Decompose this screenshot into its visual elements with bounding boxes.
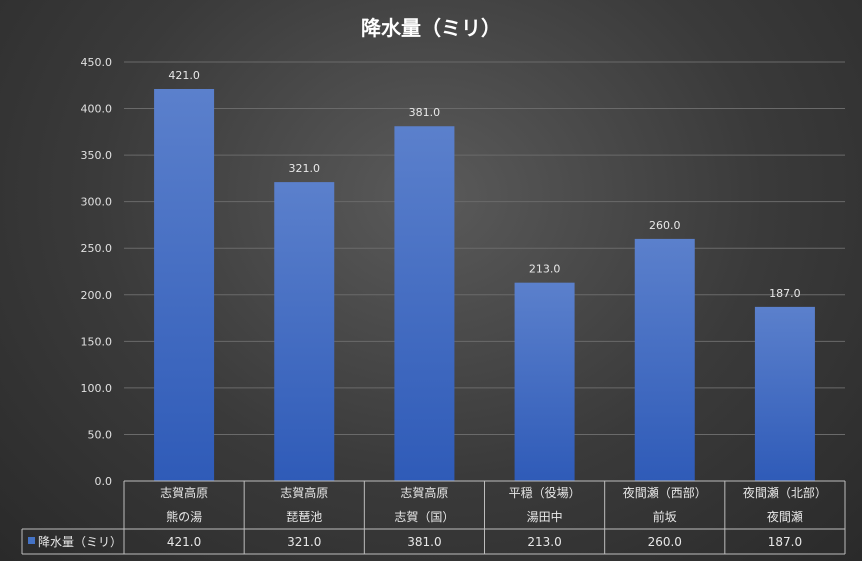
bar [754,306,815,481]
data-label: 421.0 [168,69,200,82]
y-tick-label: 150.0 [81,335,113,348]
data-label: 187.0 [769,287,801,300]
category-label: 志賀高原 [400,485,448,500]
y-tick-label: 0.0 [95,475,113,488]
bar [634,238,695,481]
table-value: 260.0 [648,535,682,549]
y-tick-label: 200.0 [81,289,113,302]
category-label: 志賀高原 [280,485,328,500]
category-label: 湯田中 [527,509,563,524]
category-label: 夜間瀬（北部） [743,485,827,500]
category-label: 平穏（役場） [509,485,581,500]
data-label: 260.0 [649,219,681,232]
y-tick-label: 100.0 [81,382,113,395]
bar [394,126,455,481]
bar [514,282,575,481]
category-label: 琵琶池 [286,510,322,524]
category-label: 志賀高原 [160,485,208,500]
table-value: 321.0 [287,535,321,549]
legend-series-name: 降水量（ミリ） [38,535,122,549]
table-value: 381.0 [407,535,441,549]
category-label: 夜間瀬（西部） [623,485,707,500]
data-label: 213.0 [529,263,561,276]
category-label: 志賀（国） [394,510,454,524]
table-value: 421.0 [167,535,201,549]
y-tick-label: 300.0 [81,196,113,209]
y-tick-label: 50.0 [88,428,113,441]
table-value: 213.0 [527,535,561,549]
y-tick-label: 450.0 [81,56,113,69]
bar [154,89,215,481]
chart-title: 降水量（ミリ） [361,16,501,40]
category-label: 夜間瀬 [767,509,803,524]
bar [274,182,335,481]
y-tick-label: 350.0 [81,149,113,162]
data-label: 321.0 [289,162,321,175]
y-tick-label: 250.0 [81,242,113,255]
category-label: 前坂 [653,509,677,524]
data-label: 381.0 [409,106,441,119]
y-tick-label: 400.0 [81,103,113,116]
category-label: 熊の湯 [166,509,202,524]
legend-key [28,537,35,544]
table-value: 187.0 [768,535,802,549]
